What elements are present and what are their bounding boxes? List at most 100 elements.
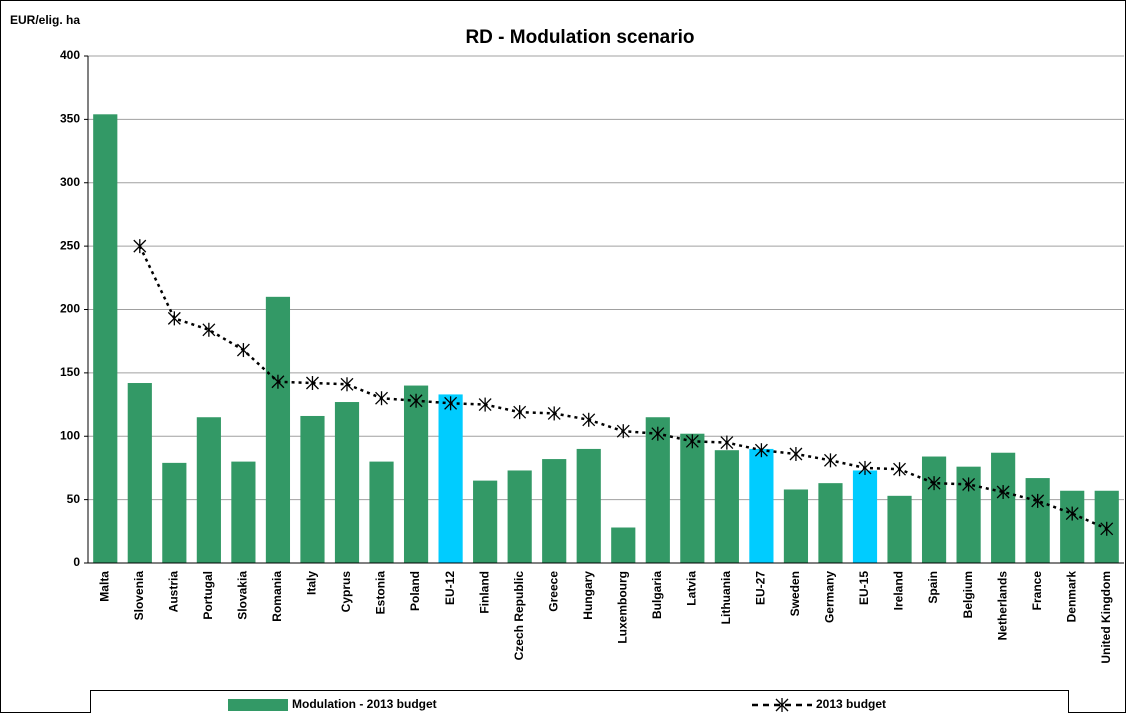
y-tick-label: 150: [60, 365, 80, 379]
bar: [438, 394, 463, 563]
line-marker: [1100, 521, 1114, 536]
x-tick-label: Finland: [477, 571, 491, 614]
line-marker: [893, 462, 906, 477]
legend-marker: [775, 698, 789, 712]
bar: [887, 495, 912, 563]
x-tick-label: Portugal: [201, 571, 215, 620]
x-tick-label: Germany: [823, 571, 837, 623]
line-marker: [927, 476, 941, 491]
bar: [265, 296, 291, 563]
line-marker: [858, 460, 872, 475]
line-marker: [996, 485, 1010, 500]
y-tick-label: 300: [60, 175, 80, 189]
bar: [162, 462, 187, 563]
x-tick-label: Belgium: [961, 571, 975, 618]
x-tick-label: United Kingdom: [1099, 571, 1113, 664]
bar: [369, 461, 394, 563]
bar: [818, 483, 843, 563]
y-tick-label: 100: [60, 428, 80, 442]
line-series: [133, 239, 1114, 536]
bar: [714, 450, 739, 563]
bar: [680, 433, 705, 563]
chart-title: RD - Modulation scenario: [465, 27, 694, 48]
line-marker: [444, 396, 458, 411]
bar: [991, 452, 1016, 563]
legend-swatch: [228, 699, 288, 711]
line-marker: [962, 477, 976, 492]
x-tick-label: Netherlands: [995, 571, 1009, 641]
x-tick-label: Spain: [926, 571, 940, 604]
x-tick-label: EU-27: [754, 571, 768, 605]
bar: [921, 456, 947, 563]
bar: [231, 461, 256, 563]
line-marker: [824, 453, 837, 468]
bar: [127, 383, 152, 563]
y-tick-label: 50: [67, 492, 81, 506]
line-marker: [306, 376, 319, 391]
x-tick-label: EU-15: [857, 571, 871, 605]
line-marker: [651, 426, 665, 441]
bar: [576, 448, 601, 563]
line-marker: [513, 405, 527, 420]
bar: [93, 114, 118, 564]
x-tick-label: Malta: [97, 571, 111, 602]
line-marker: [720, 435, 734, 450]
x-tick-label: Estonia: [374, 571, 388, 615]
x-tick-label: Lithuania: [719, 571, 733, 625]
line-marker: [340, 377, 354, 392]
x-tick-label: Italy: [305, 571, 319, 595]
bar: [542, 459, 567, 563]
line-marker: [582, 412, 596, 427]
y-tick-label: 200: [60, 302, 80, 316]
line-marker: [478, 397, 492, 412]
line-marker: [167, 311, 181, 326]
line-marker: [202, 322, 216, 337]
line-marker: [133, 239, 147, 254]
legend-box: [90, 690, 1069, 713]
bar: [300, 415, 325, 563]
x-tick-label: Cyprus: [339, 571, 353, 613]
line-marker: [754, 443, 768, 458]
x-tick-label: France: [1030, 571, 1044, 611]
bar: [403, 385, 429, 563]
x-tick-label: EU-12: [443, 571, 457, 605]
bar: [749, 448, 774, 563]
bar: [783, 489, 809, 563]
x-tick-label: Greece: [546, 571, 560, 612]
x-tick-label: Denmark: [1064, 571, 1078, 623]
bar: [852, 470, 878, 563]
line-marker: [375, 391, 388, 406]
bar: [334, 402, 360, 563]
x-tick-label: Slovakia: [236, 571, 250, 620]
x-tick-label: Latvia: [685, 571, 699, 606]
x-tick-label: Romania: [270, 571, 284, 622]
legend-label: Modulation - 2013 budget: [292, 697, 437, 711]
x-tick-label: Ireland: [892, 571, 906, 610]
legend-label: 2013 budget: [816, 697, 886, 711]
y-tick-label: 250: [60, 238, 80, 252]
x-tick-label: Sweden: [788, 571, 802, 616]
line-marker: [547, 406, 561, 421]
bar: [196, 417, 221, 563]
x-tick-label: Slovenia: [132, 571, 146, 621]
x-tick-label: Bulgaria: [650, 571, 664, 619]
line-marker: [616, 424, 630, 439]
x-tick-label: Czech Republic: [512, 571, 526, 661]
y-axis-label: EUR/elig. ha: [10, 13, 80, 27]
bar: [1025, 478, 1050, 563]
x-tick-label: Poland: [408, 571, 422, 611]
line-marker: [1065, 506, 1079, 521]
bar: [507, 470, 532, 563]
line-marker: [271, 374, 285, 389]
line-marker: [685, 434, 699, 449]
y-tick-label: 0: [73, 555, 80, 569]
y-tick-label: 350: [60, 112, 80, 126]
bar: [611, 527, 636, 563]
line-marker: [789, 446, 803, 461]
bar: [473, 480, 498, 563]
x-tick-label: Hungary: [581, 571, 595, 620]
bar: [1060, 490, 1085, 563]
line-marker: [1031, 493, 1045, 508]
line-marker: [236, 343, 250, 358]
